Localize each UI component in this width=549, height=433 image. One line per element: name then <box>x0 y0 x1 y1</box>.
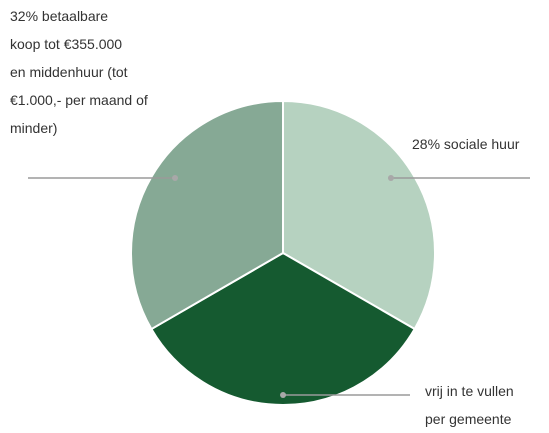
annotation-left-line: 32% betaalbare <box>10 8 109 24</box>
leader-dot <box>280 392 287 398</box>
leader-dot <box>387 175 394 181</box>
annotation-left-line: €1.000,- per maand of <box>10 92 148 108</box>
pie-slice <box>150 251 417 406</box>
pie-slice <box>282 99 436 331</box>
annotation-left-line: en middenhuur (tot <box>10 64 128 80</box>
annotation-right-line: 28% sociale huur <box>412 136 520 152</box>
annotation-left-line: koop tot €355.000 <box>10 36 123 52</box>
annotation-left-line: minder) <box>10 120 58 136</box>
annotation-bottom-line: per gemeente <box>425 411 512 427</box>
leader-dot <box>172 175 179 181</box>
annotation-left: 32% betaalbare koop tot €355.000 en midd… <box>10 2 148 142</box>
annotation-bottom-line: vrij in te vullen <box>425 383 514 399</box>
annotation-bottom: vrij in te vullen per gemeente <box>425 377 514 433</box>
annotation-right: 28% sociale huur <box>412 130 519 158</box>
pie-slice <box>130 99 284 331</box>
